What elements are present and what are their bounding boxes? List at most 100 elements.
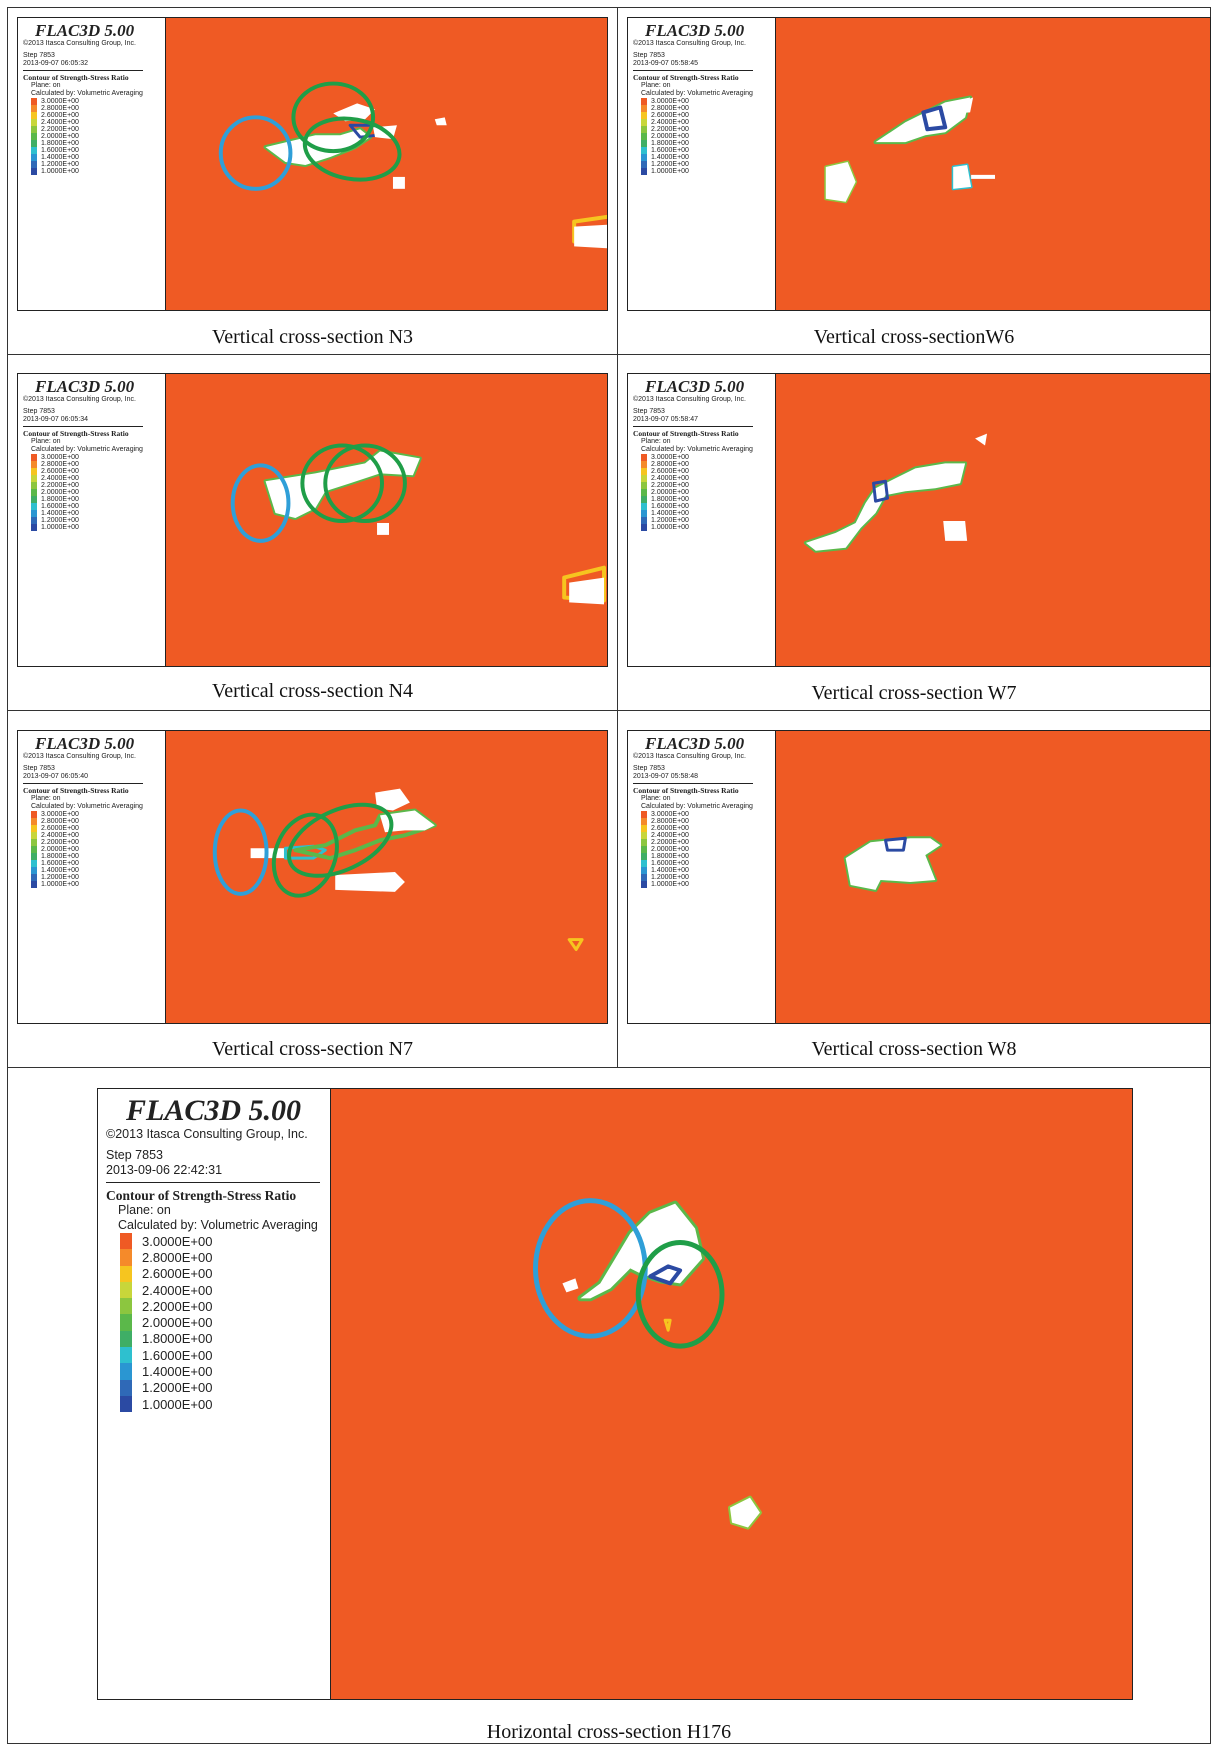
legend-scale-value: 1.6000E+00	[41, 147, 79, 154]
legend-scale-value: 2.6000E+00	[41, 468, 79, 475]
legend-scale-item: 1.2000E+00	[633, 517, 775, 524]
legend-color-swatch	[31, 839, 37, 846]
blue-circle-marker	[218, 115, 293, 191]
timestamp-text: 2013-09-07 06:05:34	[23, 416, 88, 423]
panel-caption: Vertical cross-section N4	[211, 680, 414, 702]
contour-title: Contour of Strength-Stress Ratio	[23, 73, 129, 82]
legend-scale-value: 1.4000E+00	[41, 867, 79, 874]
legend-scale-value: 2.6000E+00	[651, 825, 689, 832]
contour-plot-svg	[166, 731, 607, 1023]
legend-divider	[633, 783, 753, 784]
plane-text: Plane: on	[641, 795, 671, 802]
legend-scale-value: 2.8000E+00	[41, 818, 79, 825]
legend-scale-value: 3.0000E+00	[142, 1233, 213, 1249]
contour-plot-area	[166, 18, 607, 310]
legend-scale-value: 1.2000E+00	[142, 1380, 213, 1396]
legend-scale-value: 2.4000E+00	[651, 475, 689, 482]
legend-scale-item: 1.8000E+00	[23, 140, 165, 147]
step-text: Step 7853	[633, 765, 665, 772]
legend-scale-item: 2.2000E+00	[23, 126, 165, 133]
low-ratio-zone	[577, 1200, 706, 1302]
legend-color-swatch	[641, 161, 647, 168]
cavity-shape	[392, 176, 405, 189]
contour-background	[166, 374, 607, 666]
plot-legend: FLAC3D 5.00 ©2013 Itasca Consulting Group…	[18, 374, 166, 666]
product-title: FLAC3D 5.00	[35, 377, 135, 396]
legend-scale-value: 1.4000E+00	[651, 154, 689, 161]
legend-scale-value: 1.0000E+00	[142, 1396, 213, 1412]
legend-color-swatch	[31, 133, 37, 140]
cavity-shape	[434, 117, 447, 126]
legend-scale-item: 2.0000E+00	[633, 489, 775, 496]
cavity-shape	[975, 433, 988, 446]
plane-text: Plane: on	[118, 1203, 171, 1217]
cavity-shape	[953, 164, 972, 189]
legend-scale-value: 2.0000E+00	[651, 133, 689, 140]
legend-color-swatch	[641, 496, 647, 503]
horizontal-section-plot: FLAC3D 5.00 ©2013 Itasca Consulting Group…	[97, 1088, 1133, 1700]
legend-color-swatch	[31, 489, 37, 496]
legend-color-swatch	[641, 524, 647, 531]
legend-scale-value: 2.2000E+00	[41, 839, 79, 846]
vertical-section-plot: FLAC3D 5.00 ©2013 Itasca Consulting Group…	[627, 17, 1211, 311]
low-ratio-zone	[921, 105, 948, 132]
legend-color-swatch	[641, 867, 647, 874]
panel-caption: Vertical cross-section W7	[811, 682, 1017, 704]
vertical-section-plot: FLAC3D 5.00 ©2013 Itasca Consulting Group…	[627, 373, 1211, 667]
legend-scale-item: 2.8000E+00	[633, 818, 775, 825]
legend-color-swatch	[31, 510, 37, 517]
legend-scale-item: 1.6000E+00	[633, 147, 775, 154]
legend-scale-item: 2.0000E+00	[106, 1314, 330, 1331]
legend-scale-item: 1.4000E+00	[633, 510, 775, 517]
legend-color-swatch	[120, 1314, 132, 1331]
blue-circle-marker	[212, 808, 269, 896]
contour-plot-svg	[776, 18, 1210, 310]
legend-color-swatch	[641, 454, 647, 461]
green-circle-marker	[300, 443, 385, 523]
legend-color-swatch	[641, 168, 647, 175]
legend-scale-item: 3.0000E+00	[106, 1233, 330, 1250]
panel-caption: Vertical cross-sectionW6	[813, 326, 1015, 348]
legend-scale-value: 1.0000E+00	[651, 168, 689, 175]
legend-scale-value: 2.0000E+00	[41, 489, 79, 496]
contour-background	[331, 1089, 1132, 1699]
legend-scale-value: 2.4000E+00	[41, 475, 79, 482]
plot-legend: FLAC3D 5.00 ©2013 Itasca Consulting Group…	[98, 1089, 331, 1699]
legend-scale-item: 1.2000E+00	[633, 874, 775, 881]
legend-color-swatch	[31, 140, 37, 147]
cavity-shape	[950, 97, 974, 114]
legend-scale: 3.0000E+00 2.8000E+00 2.6000E+00 2.4000E+00…	[633, 811, 775, 888]
legend-color-swatch	[641, 839, 647, 846]
green-circle-marker	[287, 802, 394, 878]
contour-background	[166, 18, 607, 310]
legend-scale-value: 3.0000E+00	[41, 98, 79, 105]
legend-scale-item: 1.2000E+00	[106, 1379, 330, 1396]
legend-scale-value: 3.0000E+00	[651, 811, 689, 818]
legend-scale-item: 3.0000E+00	[23, 454, 165, 461]
legend-color-swatch	[641, 154, 647, 161]
plane-text: Plane: on	[641, 82, 671, 89]
legend-scale-item: 2.8000E+00	[633, 461, 775, 468]
vertical-section-plot: FLAC3D 5.00 ©2013 Itasca Consulting Group…	[17, 373, 608, 667]
legend-scale-value: 1.4000E+00	[651, 867, 689, 874]
legend-scale-item: 1.0000E+00	[23, 168, 165, 175]
legend-scale-item: 2.0000E+00	[633, 846, 775, 853]
legend-color-swatch	[641, 818, 647, 825]
legend-scale-value: 1.4000E+00	[142, 1364, 213, 1380]
legend-scale-value: 1.0000E+00	[41, 524, 79, 531]
legend-color-swatch	[641, 461, 647, 468]
legend-scale-value: 1.2000E+00	[41, 161, 79, 168]
step-text: Step 7853	[106, 1148, 163, 1162]
legend-scale-item: 2.6000E+00	[633, 112, 775, 119]
contour-plot-svg	[166, 374, 607, 666]
timestamp-text: 2013-09-07 05:58:47	[633, 416, 698, 423]
legend-scale-value: 1.2000E+00	[651, 874, 689, 881]
legend-divider	[23, 783, 143, 784]
legend-color-swatch	[641, 510, 647, 517]
legend-scale-value: 1.6000E+00	[142, 1347, 213, 1363]
legend-scale-value: 1.2000E+00	[651, 161, 689, 168]
contour-background	[776, 731, 1210, 1023]
copyright-text: ©2013 Itasca Consulting Group, Inc.	[106, 1127, 308, 1141]
plot-legend: FLAC3D 5.00 ©2013 Itasca Consulting Group…	[628, 731, 776, 1023]
